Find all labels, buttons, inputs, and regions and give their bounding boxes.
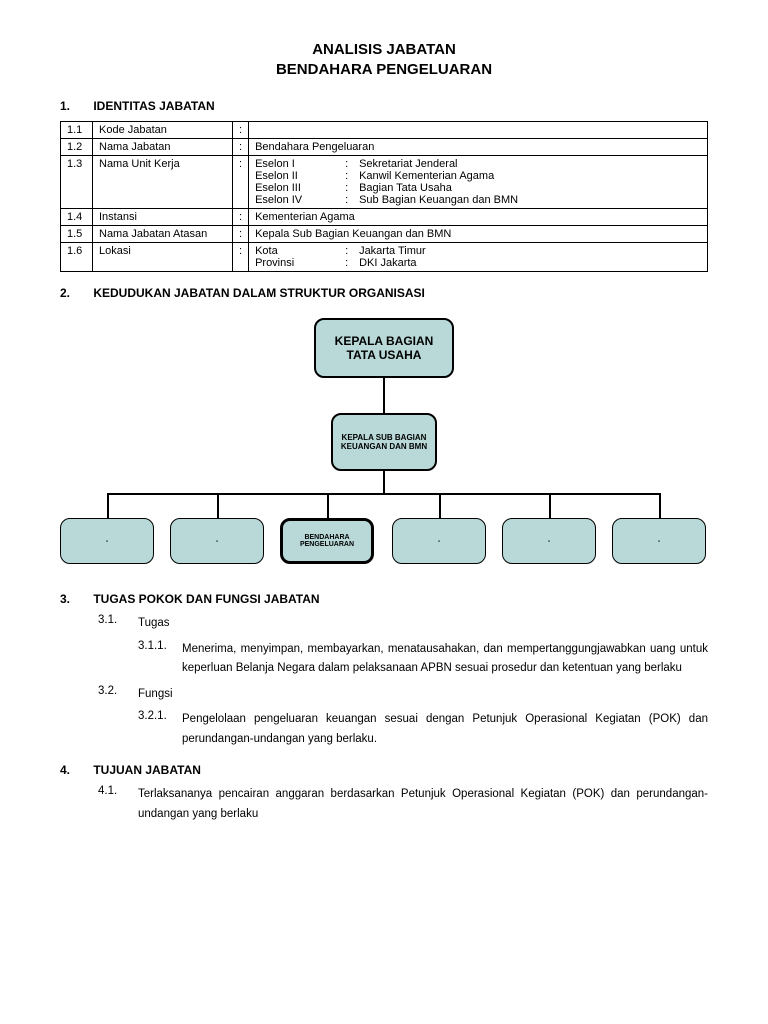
section-4-heading: 4. TUJUAN JABATAN xyxy=(60,763,708,777)
unit-kerja-cell: Eselon I:Sekretariat Jenderal Eselon II:… xyxy=(249,156,708,209)
section-3-heading: 3. TUGAS POKOK DAN FUNGSI JABATAN xyxy=(60,592,708,606)
table-row: 1.2 Nama Jabatan : Bendahara Pengeluaran xyxy=(61,139,708,156)
table-row: 1.3 Nama Unit Kerja : Eselon I:Sekretari… xyxy=(61,156,708,209)
table-row: 1.5 Nama Jabatan Atasan : Kepala Sub Bag… xyxy=(61,226,708,243)
document-title: ANALISIS JABATAN BENDAHARA PENGELUARAN xyxy=(60,40,708,79)
connector-line xyxy=(107,493,109,518)
connector-line xyxy=(439,493,441,518)
org-leaf-highlight: BENDAHARA PENGELUARAN xyxy=(280,518,374,564)
section-label: IDENTITAS JABATAN xyxy=(93,99,214,113)
tugas-list: 3.1. Tugas 3.1.1. Menerima, menyimpan, m… xyxy=(98,614,708,749)
org-leaf: - xyxy=(60,518,154,564)
table-row: 1.4 Instansi : Kementerian Agama xyxy=(61,209,708,226)
title-line1: ANALISIS JABATAN xyxy=(60,40,708,60)
section-num: 1. xyxy=(60,99,90,113)
section-2-heading: 2. KEDUDUKAN JABATAN DALAM STRUKTUR ORGA… xyxy=(60,286,708,300)
org-node-mid: KEPALA SUB BAGIAN KEUANGAN DAN BMN xyxy=(331,413,437,471)
lokasi-cell: Kota:Jakarta Timur Provinsi:DKI Jakarta xyxy=(249,243,708,272)
connector-line xyxy=(217,493,219,518)
connector-line xyxy=(549,493,551,518)
connector-line xyxy=(327,493,329,518)
org-leaf: - xyxy=(170,518,264,564)
identitas-table: 1.1 Kode Jabatan : 1.2 Nama Jabatan : Be… xyxy=(60,121,708,272)
table-row: 1.6 Lokasi : Kota:Jakarta Timur Provinsi… xyxy=(61,243,708,272)
org-leaf: - xyxy=(612,518,706,564)
tujuan-list: 4.1. Terlaksananya pencairan anggaran be… xyxy=(98,785,708,824)
org-leaf: - xyxy=(502,518,596,564)
section-1-heading: 1. IDENTITAS JABATAN xyxy=(60,99,708,113)
connector-line xyxy=(383,471,385,493)
org-node-top: KEPALA BAGIAN TATA USAHA xyxy=(314,318,454,378)
org-leaf: - xyxy=(392,518,486,564)
connector-line xyxy=(107,493,661,495)
org-chart: KEPALA BAGIAN TATA USAHA KEPALA SUB BAGI… xyxy=(60,318,708,578)
connector-line xyxy=(659,493,661,518)
connector-line xyxy=(383,378,385,413)
table-row: 1.1 Kode Jabatan : xyxy=(61,122,708,139)
title-line2: BENDAHARA PENGELUARAN xyxy=(60,60,708,80)
